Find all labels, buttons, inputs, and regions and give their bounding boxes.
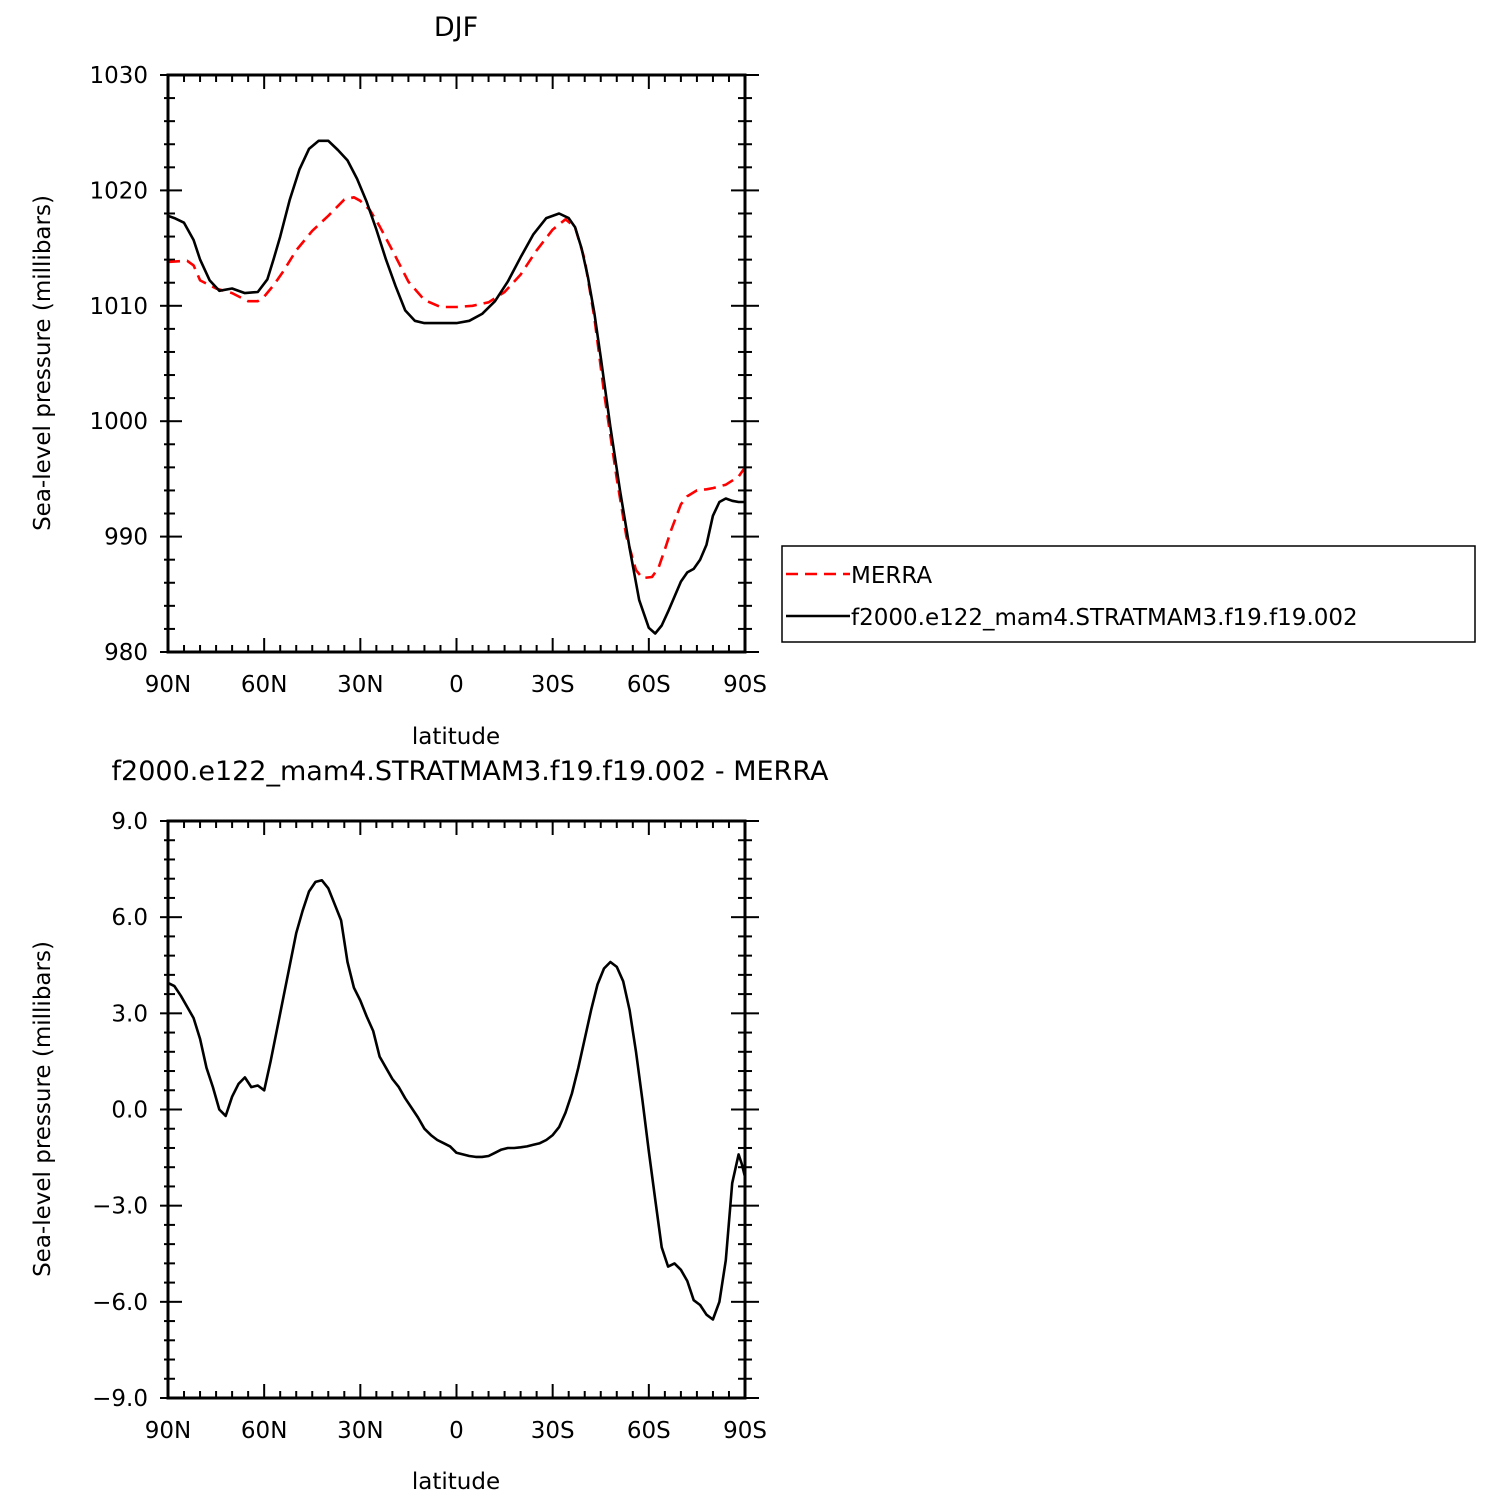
y-tick-label: 3.0 xyxy=(111,1001,148,1027)
top-panel-title: DJF xyxy=(434,12,478,43)
y-tick-label: 1000 xyxy=(89,409,148,435)
y-tick-label: 1020 xyxy=(89,178,148,204)
bottom-panel-lines xyxy=(167,878,747,1321)
bottom-panel-ylabel: Sea-level pressure (millibars) xyxy=(30,941,56,1277)
legend-label-model: f2000.e122_mam4.STRATMAM3.f19.f19.002 xyxy=(851,605,1358,631)
y-tick-label: −3.0 xyxy=(92,1194,148,1220)
x-tick-label: 30S xyxy=(531,1418,575,1444)
x-tick-label: 60S xyxy=(627,1418,671,1444)
x-tick-label: 30N xyxy=(337,1418,383,1444)
x-tick-label: 0 xyxy=(449,1418,464,1444)
top-panel-lines xyxy=(167,139,747,635)
bottom-panel-frame xyxy=(166,819,747,1400)
top-panel-ticks: 90N 60N 30N 0 30S 60S 90S 980 990 1000 1010 1020 103… xyxy=(89,63,766,698)
top-series-line-1 xyxy=(167,139,745,635)
top-panel-ylabel: Sea-level pressure (millibars) xyxy=(30,195,56,531)
x-tick-label: 90S xyxy=(723,672,767,698)
top-panel-frame xyxy=(166,73,747,654)
top-series-line-0 xyxy=(167,196,747,580)
y-tick-label: −9.0 xyxy=(92,1386,148,1412)
x-tick-label: 90S xyxy=(723,1418,767,1444)
legend-box xyxy=(781,545,1476,643)
bottom-panel-title: f2000.e122_mam4.STRATMAM3.f19.f19.002 - … xyxy=(112,756,829,787)
top-panel-xlabel: latitude xyxy=(412,724,500,750)
y-tick-label: 6.0 xyxy=(111,905,148,931)
legend: MERRA f2000.e122_mam4.STRATMAM3.f19.f19.… xyxy=(781,545,1476,643)
x-tick-label: 60N xyxy=(241,1418,287,1444)
x-tick-label: 90N xyxy=(145,672,191,698)
top-panel: DJF Sea-level pressure (millibars) latit… xyxy=(30,12,767,750)
y-tick-label: 990 xyxy=(104,525,148,551)
y-tick-label: 1010 xyxy=(89,294,148,320)
y-tick-label: 980 xyxy=(104,640,148,666)
bottom-panel: f2000.e122_mam4.STRATMAM3.f19.f19.002 - … xyxy=(30,756,829,1495)
x-tick-label: 60S xyxy=(627,672,671,698)
y-tick-label: 1030 xyxy=(89,63,148,89)
y-tick-label: 0.0 xyxy=(111,1098,148,1124)
bottom-panel-ticks: 90N 60N 30N 0 30S 60S 90S −9.0 −6.0 −3.0 0.0 3.0 6.0… xyxy=(92,809,767,1444)
x-tick-label: 30S xyxy=(531,672,575,698)
x-tick-label: 90N xyxy=(145,1418,191,1444)
x-tick-label: 30N xyxy=(337,672,383,698)
x-tick-label: 0 xyxy=(449,672,464,698)
y-tick-label: −6.0 xyxy=(92,1290,148,1316)
y-tick-label: 9.0 xyxy=(111,809,148,835)
bottom-series-line-0 xyxy=(167,878,747,1321)
x-tick-label: 60N xyxy=(241,672,287,698)
legend-label-merra: MERRA xyxy=(851,563,932,589)
bottom-panel-xlabel: latitude xyxy=(412,1469,500,1495)
